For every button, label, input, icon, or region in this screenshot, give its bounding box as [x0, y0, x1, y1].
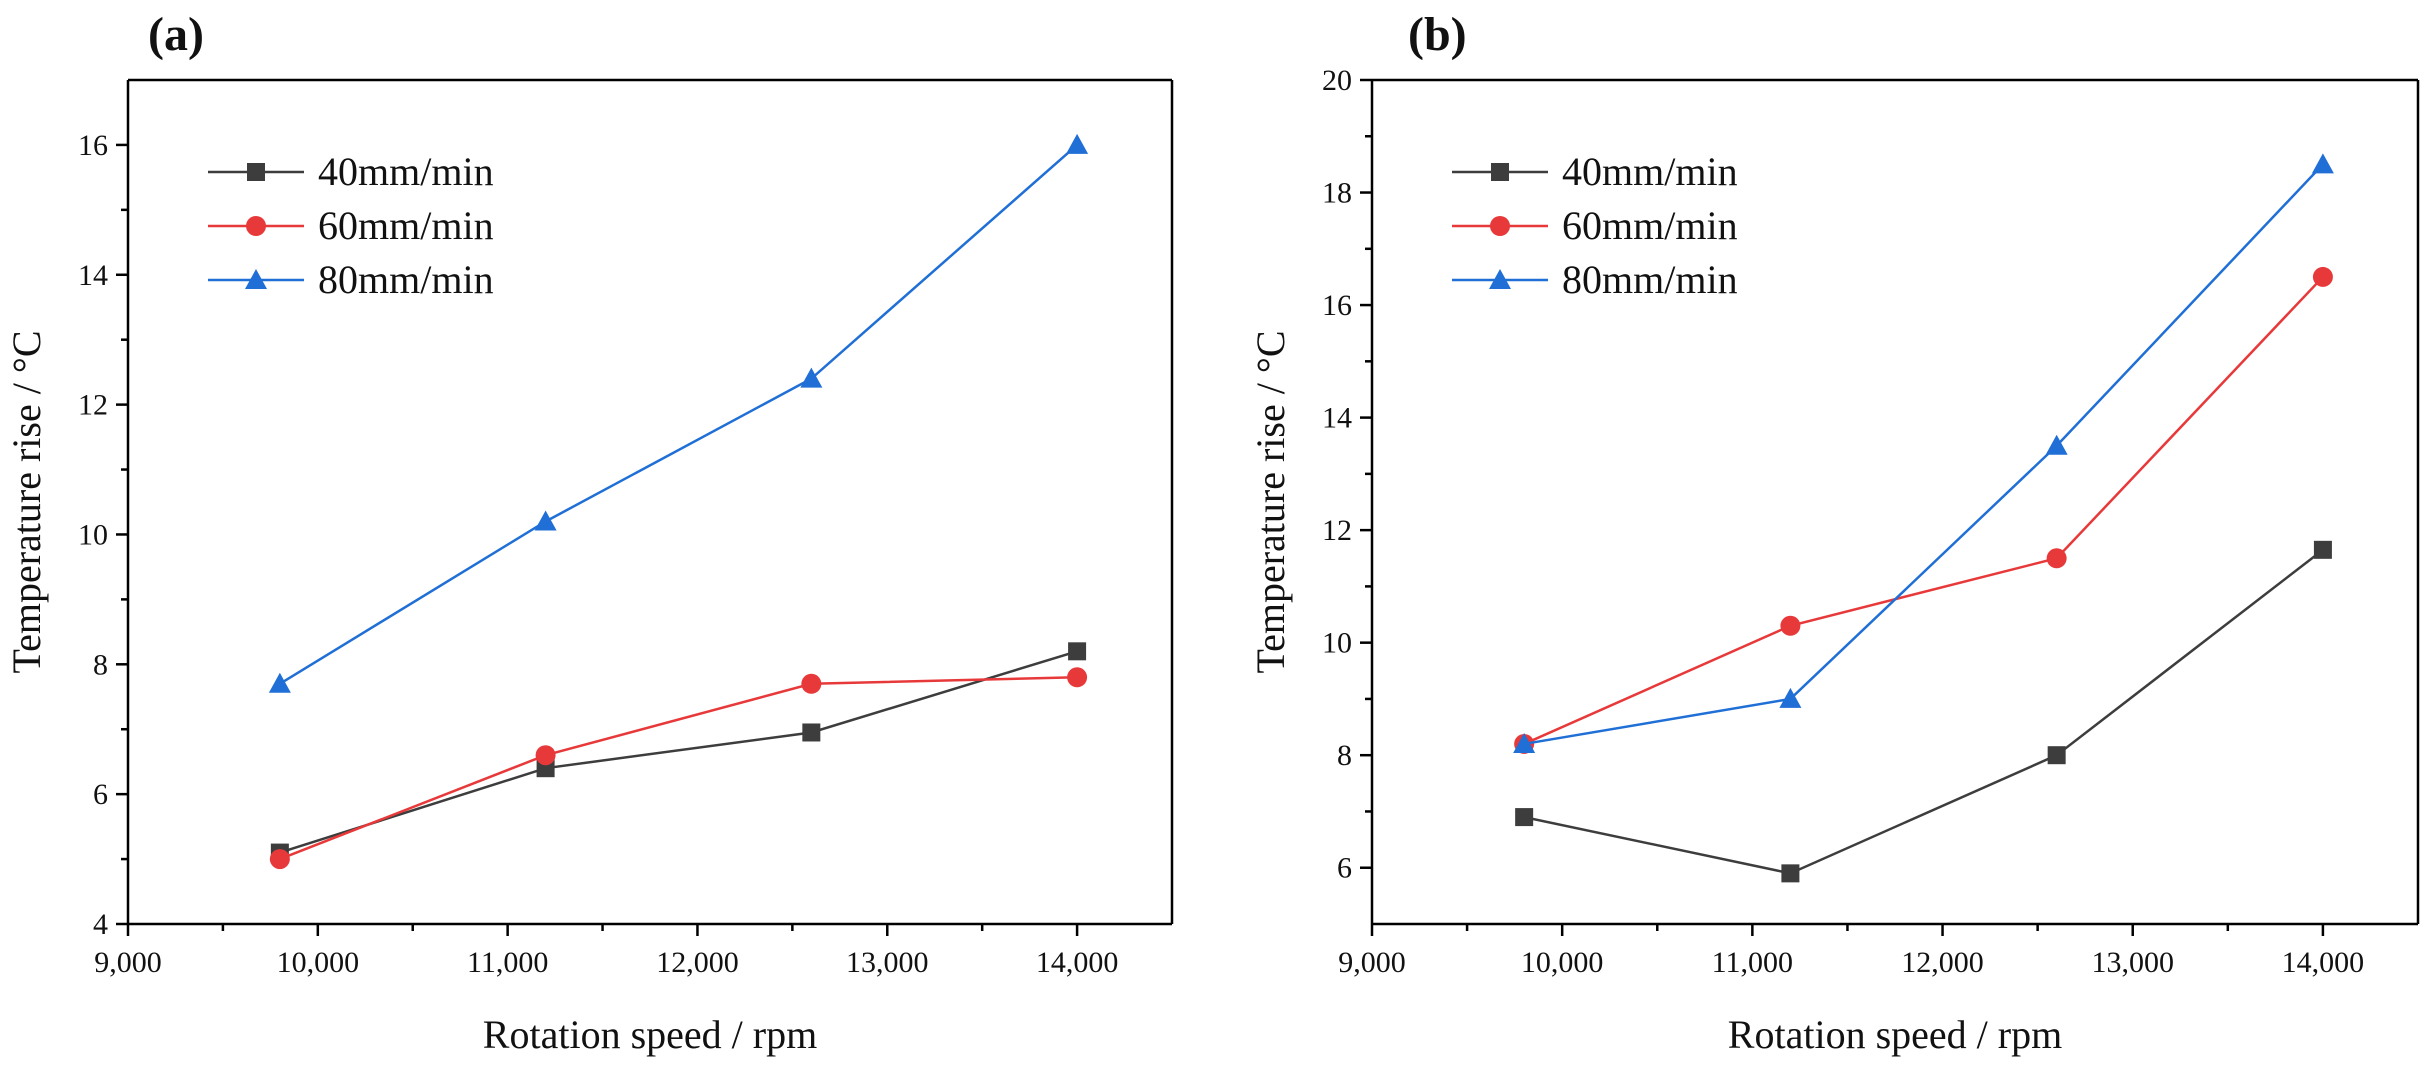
y-axis-title: Temperature rise / °C: [1248, 330, 1293, 673]
legend-label: 60mm/min: [1562, 203, 1738, 248]
x-tick-label: 14,000: [2282, 946, 2365, 979]
y-tick-label: 4: [93, 908, 108, 941]
legend-marker: [247, 163, 265, 181]
legend-entry: 40mm/min: [1452, 149, 1738, 194]
series-line: [279, 676, 1078, 861]
y-tick-label: 16: [78, 129, 108, 162]
legend-label: 80mm/min: [1562, 257, 1738, 302]
data-point: [2047, 746, 2066, 765]
x-tick-label: 13,000: [846, 946, 929, 979]
y-tick-label: 8: [93, 648, 108, 681]
data-point: [535, 745, 556, 766]
data-point: [1779, 687, 1802, 708]
legend-entry: 40mm/min: [208, 149, 494, 194]
legend-entry: 80mm/min: [1452, 257, 1738, 302]
legend-label: 40mm/min: [318, 149, 494, 194]
data-point: [1515, 808, 1534, 827]
data-point: [801, 673, 822, 694]
data-point: [1066, 133, 1089, 154]
y-tick-label: 14: [1322, 402, 1352, 435]
data-point: [2312, 266, 2333, 287]
legend-marker: [245, 269, 267, 289]
legend-marker: [1491, 163, 1509, 181]
data-point: [269, 849, 290, 870]
series-80mm-min: [268, 133, 1089, 693]
legend-label: 80mm/min: [318, 257, 494, 302]
panel-label: (a): [148, 8, 204, 61]
data-point: [2046, 548, 2067, 569]
y-tick-label: 6: [1337, 852, 1352, 885]
y-tick-label: 16: [1322, 289, 1352, 322]
x-tick-label: 9,000: [1338, 946, 1406, 979]
series-60mm-min: [1514, 266, 2333, 754]
x-tick-label: 11,000: [467, 946, 548, 979]
legend-entry: 80mm/min: [208, 257, 494, 302]
x-tick-label: 14,000: [1036, 946, 1119, 979]
data-point: [2311, 153, 2334, 174]
legend-label: 40mm/min: [1562, 149, 1738, 194]
chart-panel-b: (b) 9,000 10,000 11,000 12,000 13,000 14,000 6 8…: [1248, 8, 2420, 1057]
y-tick-label: 12: [78, 389, 108, 422]
data-point: [1781, 864, 1800, 883]
series-line: [1523, 548, 2324, 875]
data-point: [802, 723, 821, 742]
data-point: [1068, 642, 1087, 661]
x-tick-label: 12,000: [656, 946, 739, 979]
series-40mm-min: [270, 642, 1087, 862]
y-tick-label: 6: [93, 778, 108, 811]
legend-marker: [246, 216, 266, 236]
series-line: [279, 143, 1078, 685]
x-tick-label: 9,000: [94, 946, 162, 979]
legend-entry: 60mm/min: [208, 203, 494, 248]
y-tick-label: 10: [78, 518, 108, 551]
series-80mm-min: [1513, 153, 2334, 753]
legend-marker: [1490, 216, 1510, 236]
data-point: [534, 510, 557, 531]
y-tick-label: 10: [1322, 627, 1352, 660]
data-point: [1513, 732, 1536, 753]
chart-panel-a: (a) 9,000 10,000 11,000 12,000 13,000 14,000 4 6…: [4, 8, 1174, 1057]
data-point: [1067, 667, 1088, 688]
y-axis-title: Temperature rise / °C: [4, 330, 49, 673]
x-tick-label: 12,000: [1901, 946, 1984, 979]
x-tick-label: 10,000: [277, 946, 360, 979]
y-tick-label: 14: [78, 259, 108, 292]
data-point: [800, 367, 823, 388]
panel-label: (b): [1408, 8, 1467, 61]
y-tick-label: 18: [1322, 177, 1352, 210]
series-60mm-min: [269, 667, 1088, 870]
y-tick-label: 12: [1322, 514, 1352, 547]
legend-label: 60mm/min: [318, 203, 494, 248]
data-point: [2045, 434, 2068, 455]
data-point: [268, 672, 291, 693]
series-line: [1523, 276, 2324, 746]
data-point: [2313, 540, 2332, 559]
x-tick-label: 10,000: [1521, 946, 1604, 979]
data-point: [1780, 615, 1801, 636]
x-axis-title: Rotation speed / rpm: [1728, 1012, 2062, 1057]
series-line: [279, 650, 1078, 854]
x-axis-title: Rotation speed / rpm: [483, 1012, 817, 1057]
legend-entry: 60mm/min: [1452, 203, 1738, 248]
y-tick-label: 8: [1337, 739, 1352, 772]
x-tick-label: 11,000: [1712, 946, 1793, 979]
y-tick-label: 20: [1322, 64, 1352, 97]
series-line: [1523, 163, 2324, 746]
legend-marker: [1489, 269, 1511, 289]
x-tick-label: 13,000: [2091, 946, 2174, 979]
series-40mm-min: [1515, 540, 2332, 883]
